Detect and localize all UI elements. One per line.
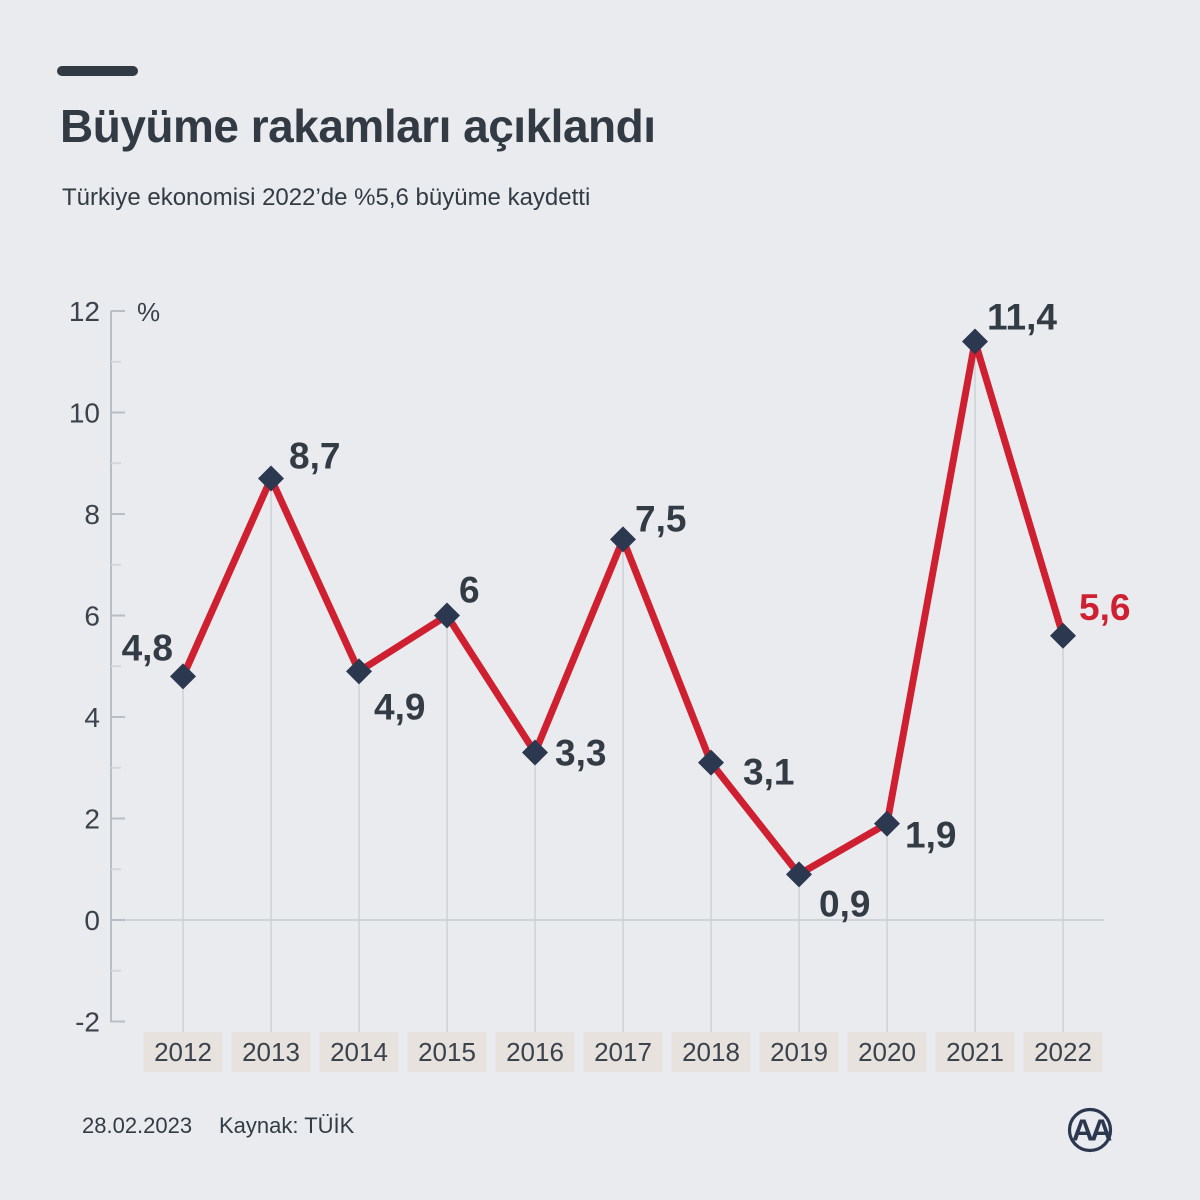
year-box	[583, 1032, 663, 1072]
page-title: Büyüme rakamları açıklandı	[60, 100, 656, 152]
year-box	[1023, 1032, 1103, 1072]
year-label: 2014	[330, 1037, 388, 1067]
data-point	[962, 328, 988, 355]
year-label: 2020	[858, 1037, 916, 1067]
y-axis-label: 8	[84, 499, 100, 530]
data-point	[610, 526, 636, 553]
year-label: 2017	[594, 1037, 652, 1067]
footer-date: 28.02.2023	[82, 1113, 193, 1138]
year-label: 2016	[506, 1037, 564, 1067]
data-point	[170, 663, 196, 690]
year-label: 2012	[154, 1037, 212, 1067]
year-box	[847, 1032, 927, 1072]
year-label: 2021	[946, 1037, 1004, 1067]
data-value-label: 3,3	[555, 733, 606, 774]
data-value-label: 1,9	[905, 815, 956, 856]
y-axis-label: 10	[69, 398, 100, 429]
data-point	[698, 749, 724, 776]
data-value-label: 6	[459, 570, 480, 611]
data-point	[258, 465, 284, 492]
aa-logo-circle	[1067, 1107, 1113, 1153]
y-axis-label: 0	[84, 905, 100, 936]
year-label: 2018	[682, 1037, 740, 1067]
data-point	[346, 658, 372, 685]
page-subtitle: Türkiye ekonomisi 2022’de %5,6 büyüme ka…	[62, 184, 591, 211]
year-box	[407, 1032, 487, 1072]
data-value-label: 0,9	[819, 883, 870, 924]
y-axis-label: 12	[69, 296, 100, 327]
year-label: 2015	[418, 1037, 476, 1067]
data-point	[522, 739, 548, 766]
aa-logo-letters: AA	[1072, 1113, 1112, 1148]
year-box	[143, 1032, 223, 1072]
y-axis-label: 4	[84, 702, 100, 733]
footer-source: Kaynak: TÜİK	[219, 1113, 355, 1138]
y-axis-label: 2	[84, 804, 100, 835]
y-axis-label: -2	[75, 1007, 100, 1038]
data-value-label: 8,7	[289, 435, 340, 476]
data-value-label: 4,9	[374, 686, 425, 727]
year-box	[759, 1032, 839, 1072]
data-point	[874, 810, 900, 837]
data-value-label: 11,4	[987, 296, 1057, 337]
aa-logo: AA	[1067, 1107, 1116, 1153]
data-value-label: 3,1	[743, 752, 794, 793]
accent-dash	[57, 66, 138, 76]
year-label: 2022	[1034, 1037, 1092, 1067]
data-point	[434, 602, 460, 629]
data-point	[1050, 622, 1076, 649]
data-value-label: 4,8	[122, 627, 173, 668]
data-point	[786, 861, 812, 888]
year-label: 2019	[770, 1037, 828, 1067]
y-axis-label: 6	[84, 601, 100, 632]
year-label: 2013	[242, 1037, 300, 1067]
year-box	[319, 1032, 399, 1072]
year-box	[231, 1032, 311, 1072]
year-box	[935, 1032, 1015, 1072]
year-box	[495, 1032, 575, 1072]
data-value-label: 7,5	[635, 498, 686, 539]
data-value-label: 5,6	[1079, 587, 1130, 628]
y-axis-unit: %	[137, 297, 160, 327]
year-box	[671, 1032, 751, 1072]
